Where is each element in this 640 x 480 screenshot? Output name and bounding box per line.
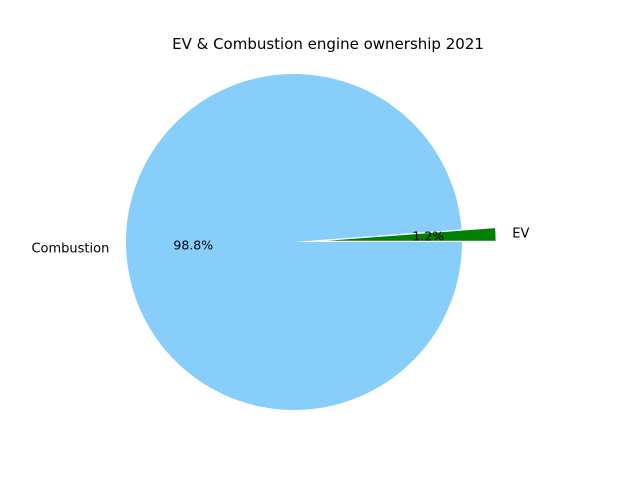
pct-label-ev: 1.2%	[412, 228, 444, 243]
pie-slice-combustion	[126, 73, 463, 410]
chart-title: EV & Combustion engine ownership 2021	[172, 35, 484, 53]
slice-label-combustion: Combustion	[31, 241, 109, 256]
pie-labels: EV 1.2% Combustion 98.8%	[31, 226, 529, 256]
slice-label-ev: EV	[512, 226, 529, 241]
pie-slices	[126, 73, 496, 410]
pie-slice-ev	[327, 228, 496, 241]
pct-label-combustion: 98.8%	[173, 237, 213, 252]
